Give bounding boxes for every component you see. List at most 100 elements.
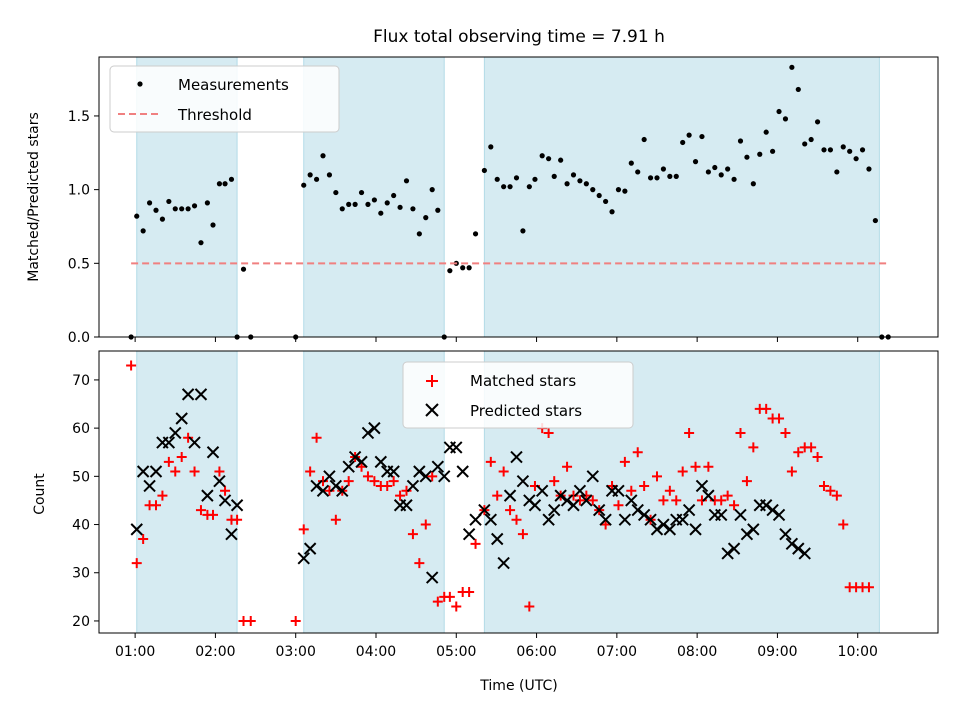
point-0-0-85 xyxy=(712,164,718,171)
point-0-0-79 xyxy=(673,173,679,179)
point-1-1-19 xyxy=(310,479,323,493)
point-1-1-0 xyxy=(130,523,143,536)
point-1-1-83 xyxy=(721,547,734,560)
point-1-1-77 xyxy=(682,503,696,517)
bottom-legend: Matched stars Predicted stars xyxy=(402,361,634,429)
point-0-0-33 xyxy=(378,210,384,216)
point-0-0-44 xyxy=(447,268,453,274)
x-tick-label-4: 05:00 xyxy=(436,644,476,660)
series-0-0 xyxy=(128,64,891,340)
point-1-0-42 xyxy=(432,596,443,607)
point-1-0-11 xyxy=(195,505,206,516)
point-0-0-47 xyxy=(466,265,472,271)
point-1-1-22 xyxy=(329,479,343,493)
legend-predicted-marker xyxy=(425,403,439,417)
legend-measurements-marker xyxy=(137,81,143,87)
point-1-1-33 xyxy=(400,499,413,512)
point-1-0-95 xyxy=(774,413,785,424)
point-0-0-39 xyxy=(416,231,422,237)
top-panel: 0.0 0.5 1.0 1.5 Matched/Predicted stars Mea… xyxy=(26,56,939,346)
x-tick-label-1: 02:00 xyxy=(195,644,235,660)
y-tick-label-0-2: 1.0 xyxy=(68,183,90,199)
point-1-1-42 xyxy=(456,465,469,478)
x-tick-label-8: 09:00 xyxy=(757,644,797,660)
point-0-0-42 xyxy=(435,207,441,213)
point-1-1-9 xyxy=(188,436,201,449)
point-1-0-35 xyxy=(388,476,399,487)
point-1-1-3 xyxy=(149,465,163,478)
point-0-0-110 xyxy=(872,217,878,224)
point-1-0-80 xyxy=(677,466,688,477)
point-1-1-50 xyxy=(510,450,523,464)
point-1-1-60 xyxy=(573,484,587,498)
point-0-0-55 xyxy=(520,228,526,234)
point-0-0-100 xyxy=(808,136,814,143)
point-1-0-34 xyxy=(382,480,393,491)
point-0-0-102 xyxy=(821,147,827,153)
point-1-0-13 xyxy=(208,509,219,520)
point-1-1-68 xyxy=(625,494,638,507)
point-0-0-92 xyxy=(757,151,763,157)
point-1-0-52 xyxy=(498,466,509,477)
point-1-0-37 xyxy=(401,485,412,496)
point-1-0-84 xyxy=(703,461,714,472)
point-0-0-63 xyxy=(570,172,577,178)
point-1-1-2 xyxy=(143,479,156,493)
top-x-ticks xyxy=(134,337,859,342)
legend-threshold-label: Threshold xyxy=(177,106,252,124)
point-1-1-29 xyxy=(374,455,388,469)
point-1-1-93 xyxy=(785,537,799,551)
bottom-x-ticks: 01:00 02:00 03:00 04:00 05:00 06:00 07:00 08:00… xyxy=(115,633,878,660)
point-1-0-25 xyxy=(324,485,335,496)
point-1-0-93 xyxy=(761,403,772,414)
point-1-1-59 xyxy=(567,499,580,512)
point-1-1-69 xyxy=(631,503,644,517)
point-0-0-31 xyxy=(365,201,371,207)
shaded-interval-1-0 xyxy=(136,350,238,634)
point-1-1-48 xyxy=(497,556,510,570)
point-0-0-93 xyxy=(763,129,769,135)
point-0-0-62 xyxy=(564,181,570,187)
point-1-0-24 xyxy=(318,476,329,487)
point-1-0-22 xyxy=(305,466,316,477)
point-0-0-49 xyxy=(481,167,487,174)
point-0-0-77 xyxy=(660,166,667,172)
point-1-0-65 xyxy=(581,490,592,501)
point-0-0-54 xyxy=(513,175,520,181)
point-0-0-87 xyxy=(725,166,731,172)
y-tick-label-0-1: 0.5 xyxy=(68,256,90,272)
point-1-0-32 xyxy=(369,476,380,487)
point-1-0-45 xyxy=(451,601,462,612)
point-1-0-70 xyxy=(613,500,624,511)
top-y-axis-label: Matched/Predicted stars xyxy=(26,112,42,282)
point-1-0-44 xyxy=(444,591,455,602)
point-1-0-5 xyxy=(157,490,168,501)
point-0-0-38 xyxy=(410,206,416,212)
top-axes-frame xyxy=(98,56,939,338)
point-1-1-34 xyxy=(406,479,420,493)
point-0-0-12 xyxy=(204,200,210,206)
top-legend-box xyxy=(109,65,340,133)
point-0-0-48 xyxy=(472,231,479,237)
point-1-0-48 xyxy=(470,538,481,549)
point-1-0-19 xyxy=(245,615,256,626)
point-1-1-85 xyxy=(734,508,747,522)
point-0-0-98 xyxy=(795,86,801,93)
point-0-0-64 xyxy=(577,178,583,184)
point-1-0-4 xyxy=(151,500,162,511)
point-0-0-16 xyxy=(228,176,235,182)
point-1-1-21 xyxy=(323,470,336,483)
point-1-0-31 xyxy=(362,471,373,482)
shaded-interval-0-2 xyxy=(483,56,880,338)
point-1-0-100 xyxy=(806,442,817,453)
point-0-0-84 xyxy=(705,169,711,175)
point-0-0-57 xyxy=(532,176,538,182)
point-0-0-4 xyxy=(153,207,159,213)
point-1-1-1 xyxy=(136,465,150,478)
point-1-1-23 xyxy=(336,484,349,498)
point-1-1-62 xyxy=(586,470,599,483)
point-1-1-56 xyxy=(548,503,561,517)
point-0-0-109 xyxy=(866,166,872,172)
point-1-0-86 xyxy=(716,495,727,506)
point-0-0-26 xyxy=(333,189,339,196)
